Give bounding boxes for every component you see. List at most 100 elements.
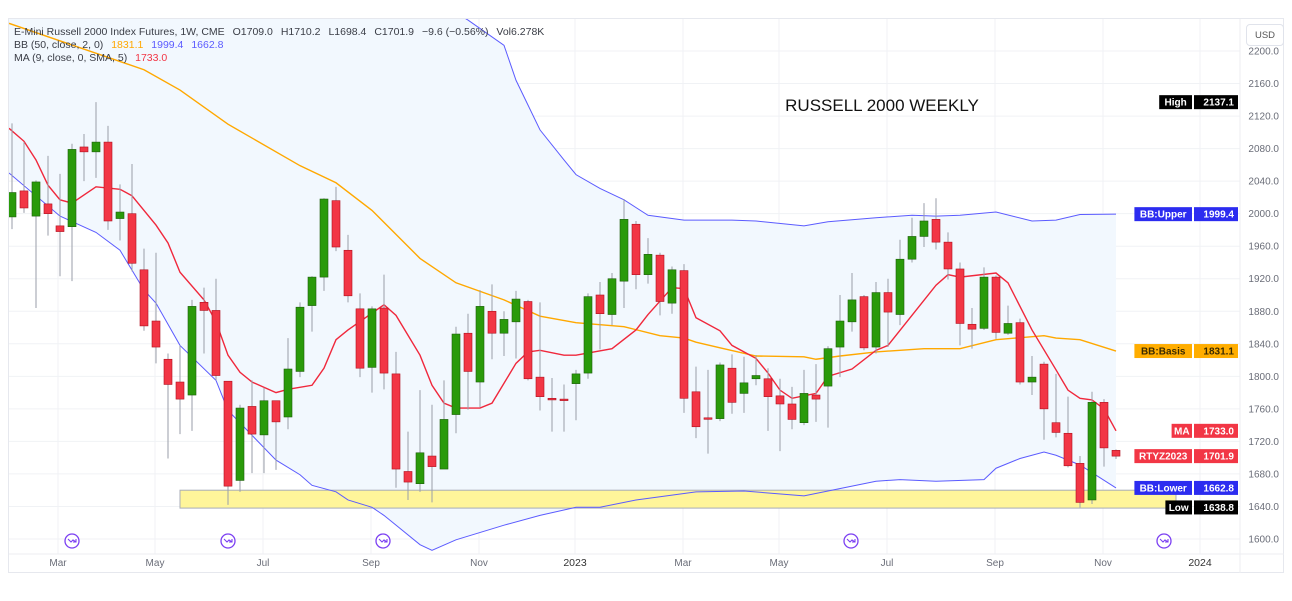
candle-up[interactable] xyxy=(739,356,749,413)
candle-down[interactable] xyxy=(883,278,893,348)
event-marker[interactable] xyxy=(64,533,80,549)
candle-up[interactable] xyxy=(283,338,293,430)
candle-down[interactable] xyxy=(151,252,161,364)
candle-up[interactable] xyxy=(451,326,461,434)
candle-down[interactable] xyxy=(139,248,149,331)
price-tag-bb-upper[interactable]: BB:Upper 1999.4 xyxy=(1134,207,1238,222)
candle-up[interactable] xyxy=(715,362,725,422)
price-tag-high[interactable]: High 2137.1 xyxy=(1159,95,1238,110)
candle-down[interactable] xyxy=(1075,456,1085,508)
candle-down[interactable] xyxy=(43,155,53,236)
candle-down[interactable] xyxy=(787,386,797,430)
candle-up[interactable] xyxy=(895,239,905,326)
legend-ma-row[interactable]: MA (9, close, 0, SMA, 5) 1733.0 xyxy=(14,52,549,65)
price-tag-ma[interactable]: MA 1733.0 xyxy=(1171,423,1238,438)
candle-down[interactable] xyxy=(991,275,1001,339)
legend-bb-row[interactable]: BB (50, close, 2, 0) 1831.1 1999.4 1662.… xyxy=(14,39,549,52)
candle-up[interactable] xyxy=(823,346,833,428)
candle-up[interactable] xyxy=(187,299,197,431)
candle-down[interactable] xyxy=(1015,318,1025,385)
candle-up[interactable] xyxy=(475,290,485,408)
event-marker[interactable] xyxy=(375,533,391,549)
price-tag-rtyz2023[interactable]: RTYZ2023 1701.9 xyxy=(1134,449,1238,464)
candle-down[interactable] xyxy=(1063,396,1073,468)
candle-down[interactable] xyxy=(547,377,557,432)
candle-down[interactable] xyxy=(811,364,821,422)
currency-button[interactable]: USD xyxy=(1246,24,1284,46)
candle-down[interactable] xyxy=(343,234,353,303)
candle-down[interactable] xyxy=(955,262,965,346)
candle-up[interactable] xyxy=(667,266,677,314)
bb-upper-line[interactable] xyxy=(444,5,1117,227)
chart-title[interactable]: RUSSELL 2000 WEEKLY xyxy=(785,96,979,115)
candle-down[interactable] xyxy=(331,186,341,252)
candle-up[interactable] xyxy=(751,355,761,386)
candle-up[interactable] xyxy=(8,123,17,230)
candle-up[interactable] xyxy=(367,306,377,393)
price-tag-bb-lower[interactable]: BB:Lower 1662.8 xyxy=(1134,480,1238,495)
candle-down[interactable] xyxy=(535,302,545,411)
candle-down[interactable] xyxy=(271,400,281,470)
candle-up[interactable] xyxy=(259,387,269,474)
candle-up[interactable] xyxy=(919,203,929,248)
candle-down[interactable] xyxy=(211,278,221,381)
event-marker[interactable] xyxy=(1156,533,1172,549)
candle-up[interactable] xyxy=(91,102,101,178)
legend-symbol[interactable]: E-Mini Russell 2000 Index Futures, 1W, C… xyxy=(14,26,225,38)
candle-down[interactable] xyxy=(727,354,737,414)
candle-up[interactable] xyxy=(835,294,845,378)
candle-up[interactable] xyxy=(907,217,917,263)
candle-down[interactable] xyxy=(19,142,29,213)
candle-down[interactable] xyxy=(523,299,533,381)
candle-down[interactable] xyxy=(199,287,209,354)
candle-up[interactable] xyxy=(295,302,305,378)
candle-down[interactable] xyxy=(1051,373,1061,438)
candle-down[interactable] xyxy=(679,264,689,413)
candle-down[interactable] xyxy=(631,220,641,290)
candle-up[interactable] xyxy=(847,273,857,332)
candle-down[interactable] xyxy=(1039,361,1049,440)
candle-down[interactable] xyxy=(55,173,65,277)
candle-down[interactable] xyxy=(943,232,953,280)
candle-up[interactable] xyxy=(871,281,881,354)
candle-down[interactable] xyxy=(595,281,605,350)
candle-down[interactable] xyxy=(775,378,785,452)
event-marker[interactable] xyxy=(843,533,859,549)
candle-down[interactable] xyxy=(487,284,497,360)
candle-down[interactable] xyxy=(559,384,569,432)
candle-up[interactable] xyxy=(319,198,329,291)
candle-down[interactable] xyxy=(931,198,941,250)
candle-up[interactable] xyxy=(1003,305,1013,335)
candle-up[interactable] xyxy=(799,369,809,426)
candle-up[interactable] xyxy=(115,184,125,241)
candle-down[interactable] xyxy=(355,293,365,378)
candle-up[interactable] xyxy=(415,390,425,492)
candle-up[interactable] xyxy=(1087,391,1097,505)
candle-up[interactable] xyxy=(571,369,581,421)
candle-down[interactable] xyxy=(247,380,257,474)
candle-down[interactable] xyxy=(655,252,665,316)
candle-down[interactable] xyxy=(1099,399,1109,467)
candle-down[interactable] xyxy=(403,431,413,500)
candle-up[interactable] xyxy=(607,273,617,326)
candle-up[interactable] xyxy=(499,311,509,356)
candle-up[interactable] xyxy=(643,238,653,284)
candle-up[interactable] xyxy=(307,276,317,332)
candle-up[interactable] xyxy=(67,143,77,282)
candle-up[interactable] xyxy=(235,404,245,492)
candle-down[interactable] xyxy=(463,313,473,410)
candle-up[interactable] xyxy=(619,199,629,309)
candle-down[interactable] xyxy=(391,351,401,488)
support-zone-rectangle[interactable] xyxy=(179,489,1177,509)
event-marker[interactable] xyxy=(220,533,236,549)
candle-down[interactable] xyxy=(163,353,173,459)
candle-down[interactable] xyxy=(703,369,713,454)
candle-up[interactable] xyxy=(979,267,989,330)
candle-up[interactable] xyxy=(1027,355,1037,396)
candle-down[interactable] xyxy=(427,404,437,503)
candle-down[interactable] xyxy=(859,294,869,351)
candle-down[interactable] xyxy=(763,368,773,431)
candle-down[interactable] xyxy=(103,125,113,230)
candle-up[interactable] xyxy=(31,180,41,309)
price-tag-low[interactable]: Low 1638.8 xyxy=(1165,500,1238,515)
